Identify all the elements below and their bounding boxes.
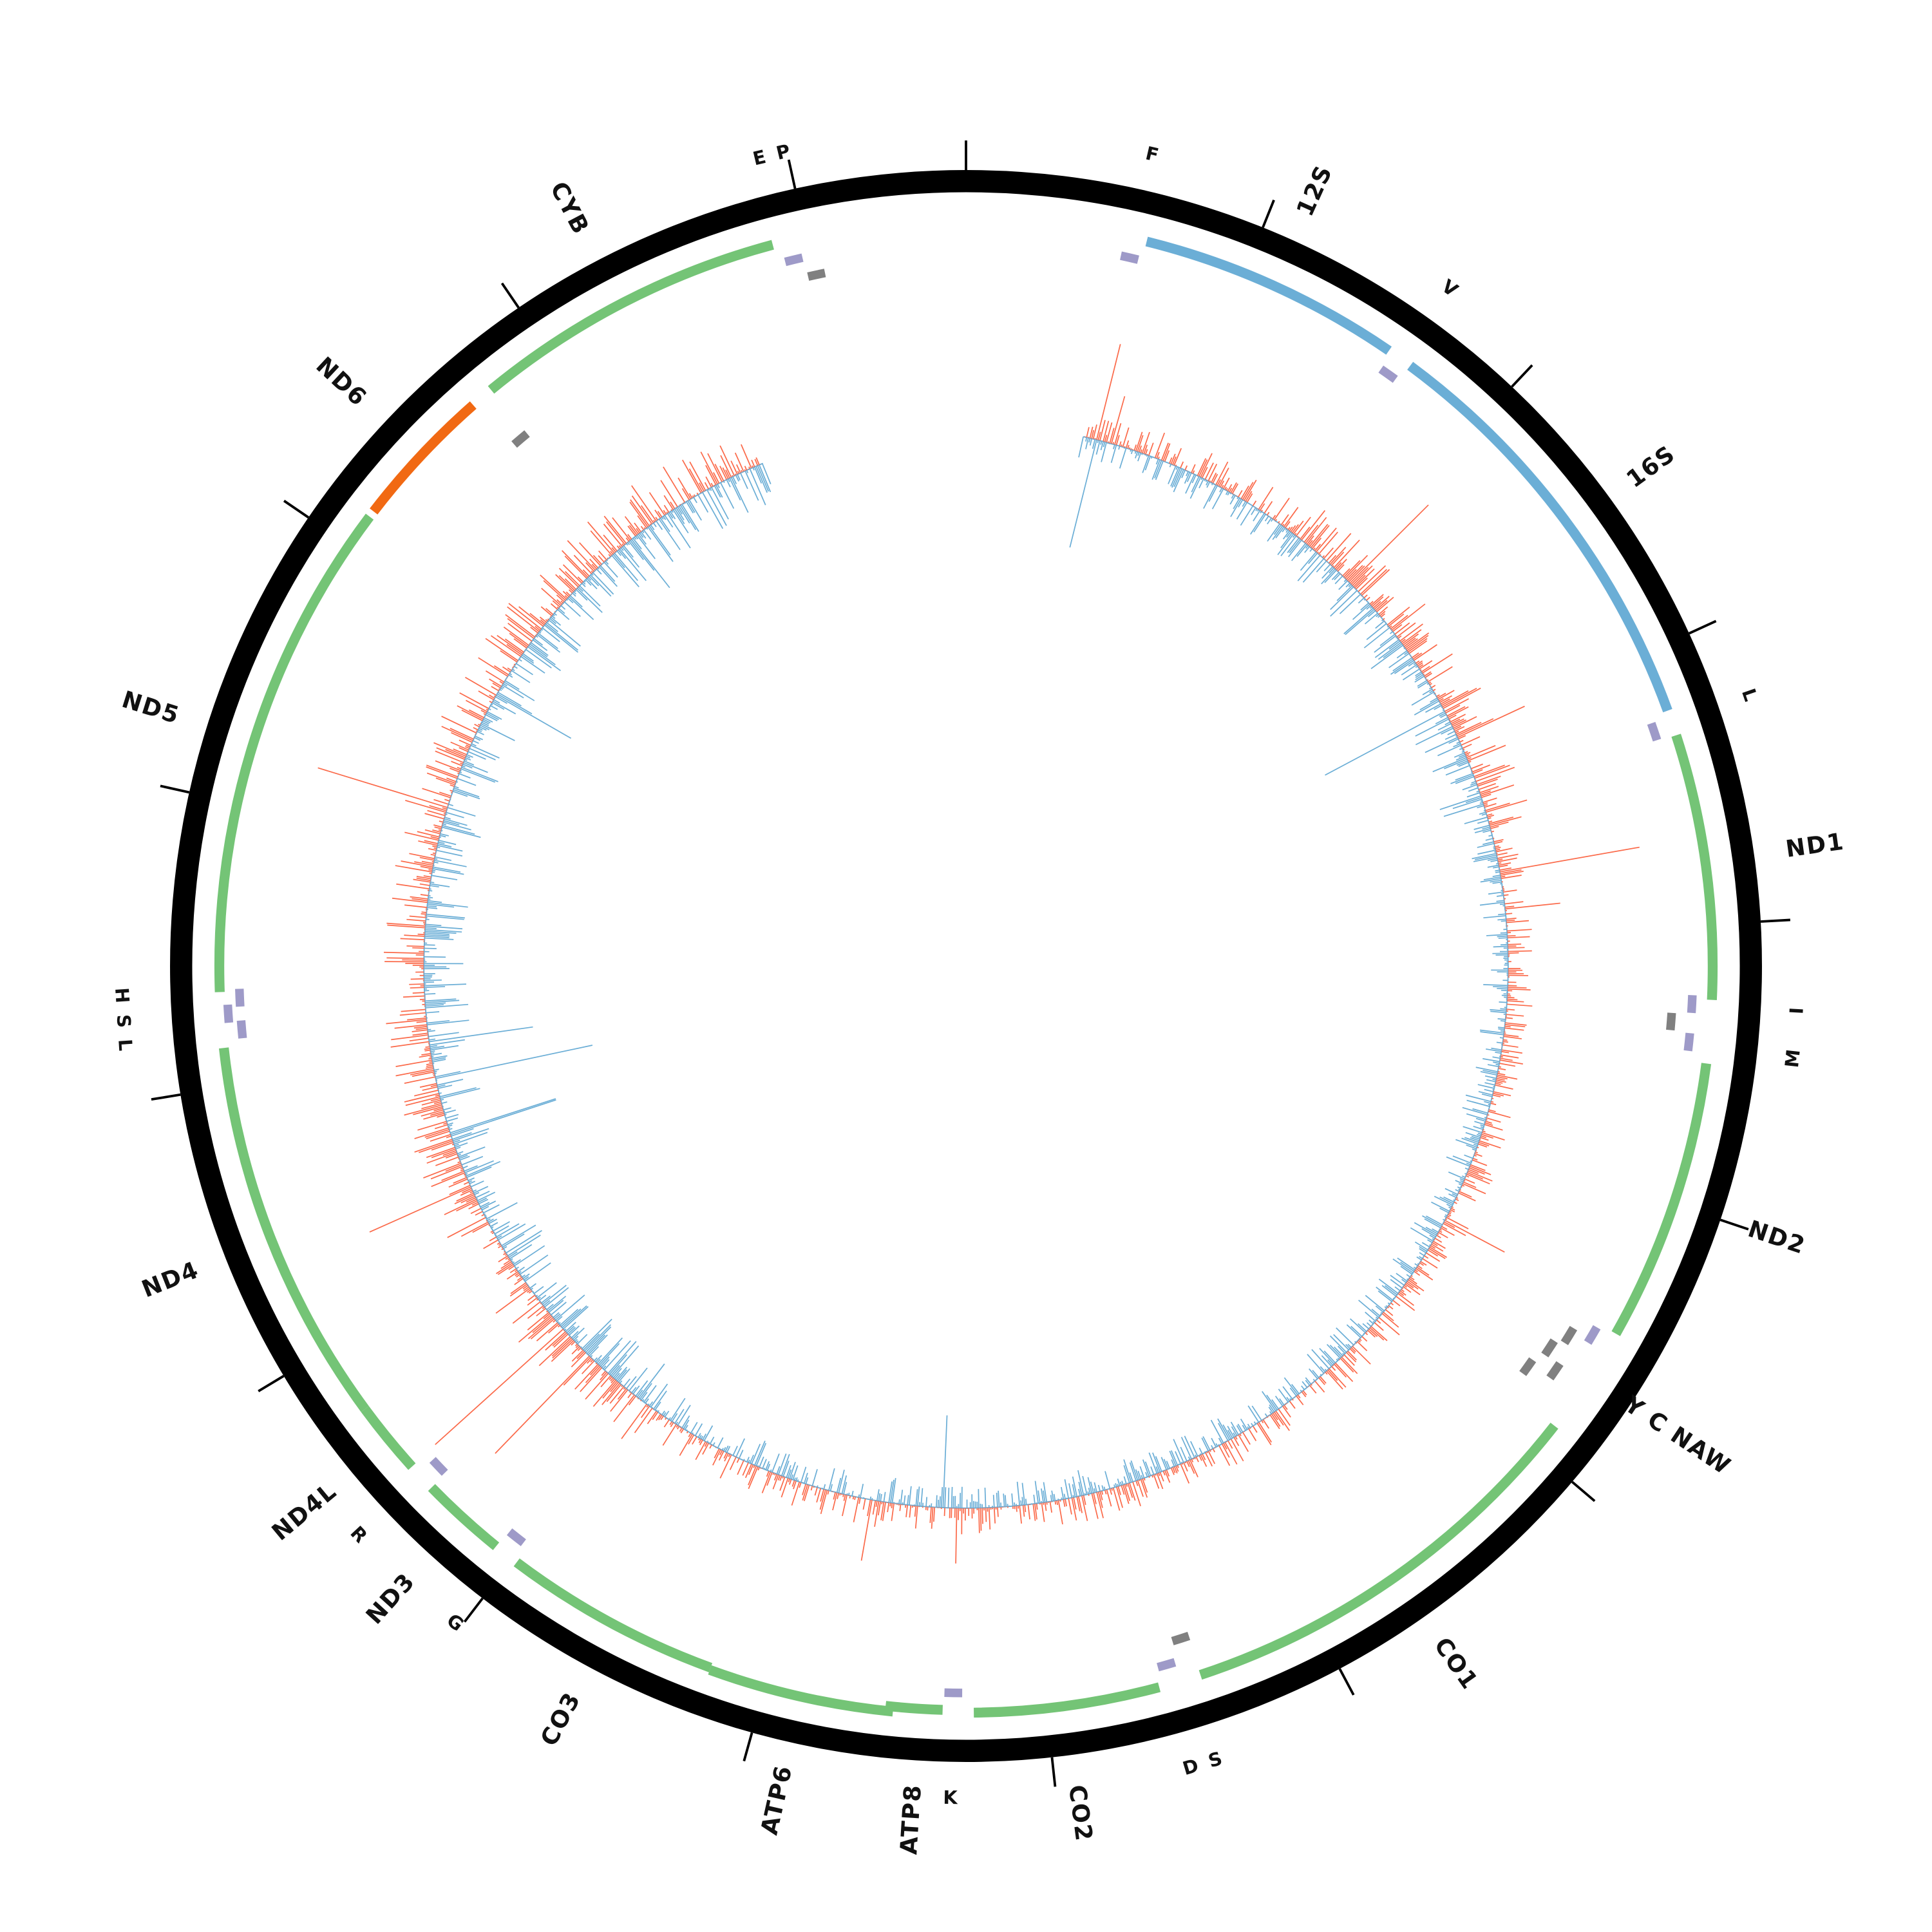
gene-16s [1407,361,1672,713]
trna-marker [506,1528,526,1546]
tick-mark [500,282,520,308]
gene-nd6 [370,401,477,515]
gene-co2 [974,1682,1161,1718]
coverage-forward-spikes [317,344,1640,1564]
tick-mark [258,1374,285,1392]
gene-label: 16S [1621,440,1680,493]
tick-mark [463,1597,484,1623]
trna-marker [1157,1658,1177,1672]
feature-marker [1560,1325,1578,1345]
gene-12s [1145,236,1392,355]
gene-label: CO2 [1063,1783,1098,1844]
gene-co3 [513,1558,713,1672]
feature-track [214,236,1718,1718]
gene-label: ND5 [118,685,183,730]
trna-marker [784,253,804,267]
tick-mark [1719,1218,1749,1231]
tick-mark [1050,1757,1057,1787]
gene-label: 12S [1291,160,1338,220]
gene-label: R [346,1522,374,1549]
gene-nd4l [361,1406,416,1470]
gene-cyb [488,240,774,394]
tick-mark [1760,918,1790,923]
gene-label: G [442,1609,469,1638]
gene-label: L [1738,686,1763,706]
gene-label: ND4 [138,1256,203,1303]
gene-atp8 [885,1701,943,1715]
gene-label: E P [751,139,795,169]
tick-marks [151,140,1790,1787]
gene-label: V [1437,275,1464,303]
trna-marker [1378,365,1398,383]
feature-marker [511,430,530,448]
feature-marker [1541,1338,1558,1358]
tick-mark [1689,620,1717,635]
gene-label: F [1144,142,1163,166]
gene-label: ATP6 [755,1763,798,1837]
genome-backbone-ring [170,170,1762,1762]
gene-atp6 [708,1665,894,1717]
tick-mark [160,784,190,794]
gene-label: ND3 [361,1567,421,1630]
gene-label: ND1 [1784,828,1846,863]
gene-label: ND6 [310,352,372,412]
gene-label: CO1 [1428,1632,1484,1694]
gene-nd1 [1671,734,1718,1000]
coverage-reverse-spikes [424,436,1508,1508]
trna-marker [1584,1325,1601,1345]
gene-nd2 [1611,1063,1712,1336]
tick-mark [743,1732,753,1762]
gene-label: CYB [545,177,595,240]
gene-nd4 [218,1047,369,1412]
gene-co1 [1198,1423,1558,1680]
tick-mark [1338,1668,1355,1696]
gene-label: ND4L [267,1477,342,1546]
gene-nd5 [214,513,374,992]
tick-mark [1262,199,1275,228]
tick-mark [787,159,797,189]
gene-label: ND2 [1745,1215,1810,1260]
gene-label: I [1785,1004,1808,1014]
trna-marker [223,1004,234,1023]
gene-label: Y C NAW [1619,1390,1736,1481]
trna-marker [1683,1032,1694,1052]
trna-marker [1687,995,1697,1014]
gene-label: H S L [111,987,137,1054]
feature-marker [1666,1012,1676,1031]
coverage-track [317,344,1640,1564]
tick-mark [283,500,310,519]
gene-label: K [943,1786,960,1808]
gene-label: D S [1180,1747,1227,1779]
feature-marker [1546,1361,1564,1381]
gene-label: ATP8 [895,1783,927,1855]
gene-label: M [1781,1046,1804,1069]
gene-label: CO3 [535,1687,586,1750]
gene-nd3 [428,1484,500,1550]
trna-marker [1647,721,1662,742]
tick-mark [1571,1481,1596,1502]
tick-mark [151,1093,181,1101]
gene-labels: F 12S V 16S L ND1 I M ND2 Y C NAW CO1 D S CO2 K ATP8 AT… [111,139,1846,1855]
feature-marker [1519,1357,1537,1376]
tick-mark [1511,364,1533,388]
feature-marker [807,269,826,281]
trna-marker [1120,251,1139,264]
feature-marker [1171,1631,1191,1645]
trna-marker [236,1020,247,1039]
trna-marker [429,1457,448,1476]
